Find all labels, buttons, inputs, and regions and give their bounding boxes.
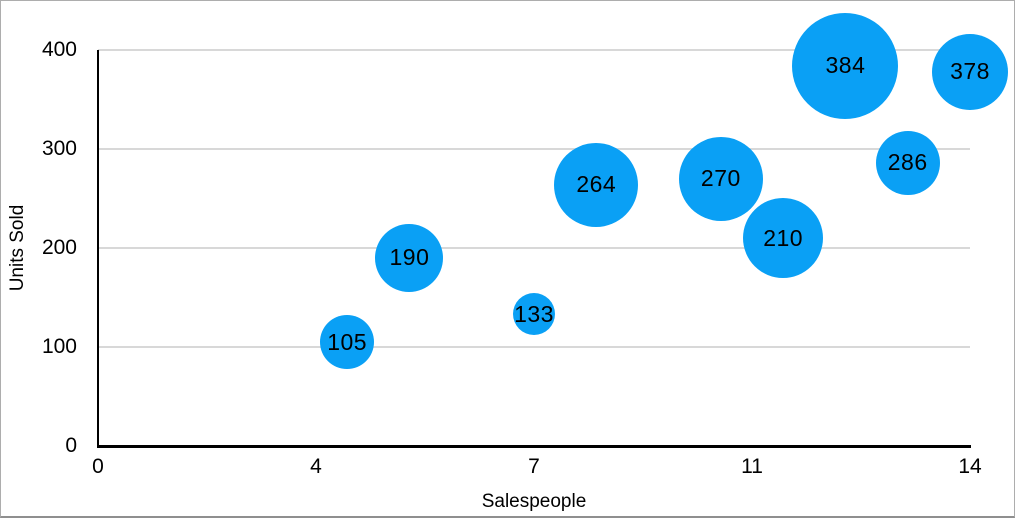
bubble-label: 378 [950,58,990,85]
y-tick-label: 0 [65,434,77,457]
y-tick-label: 100 [41,335,77,358]
x-tick-label: 14 [958,455,982,478]
bubble-label: 210 [763,224,804,251]
bubble-label: 264 [576,171,617,198]
bubble: 286 [875,130,940,195]
bubble: 210 [743,198,824,279]
x-axis-title: Salespeople [481,491,587,512]
bubble: 105 [320,315,375,370]
bubble: 133 [513,293,555,336]
x-tick-label: 4 [310,455,322,478]
bubble: 384 [792,12,899,119]
y-tick-label: 200 [41,236,77,259]
bubble-label: 105 [327,328,368,355]
x-axis-line [97,445,971,448]
y-axis-line [97,50,99,448]
gridline [98,148,970,150]
gridline [98,247,970,249]
x-tick-label: 7 [528,455,540,478]
bubble-label: 384 [825,52,866,79]
x-tick-label: 11 [741,455,763,478]
y-axis-title: Units Sold [7,204,28,292]
x-tick-label: 0 [92,455,104,478]
bubble-label: 286 [887,149,928,176]
bubble: 378 [932,33,1008,110]
bubble-label: 133 [514,300,554,327]
gridline [98,49,970,51]
y-tick-label: 400 [41,38,77,61]
bubble: 270 [678,136,763,221]
gridline [98,346,970,348]
bubble-label: 270 [700,165,741,192]
y-tick-label: 300 [41,137,77,160]
bubble-label: 190 [389,244,430,271]
bubble: 264 [554,142,639,227]
bubble: 190 [375,223,444,292]
